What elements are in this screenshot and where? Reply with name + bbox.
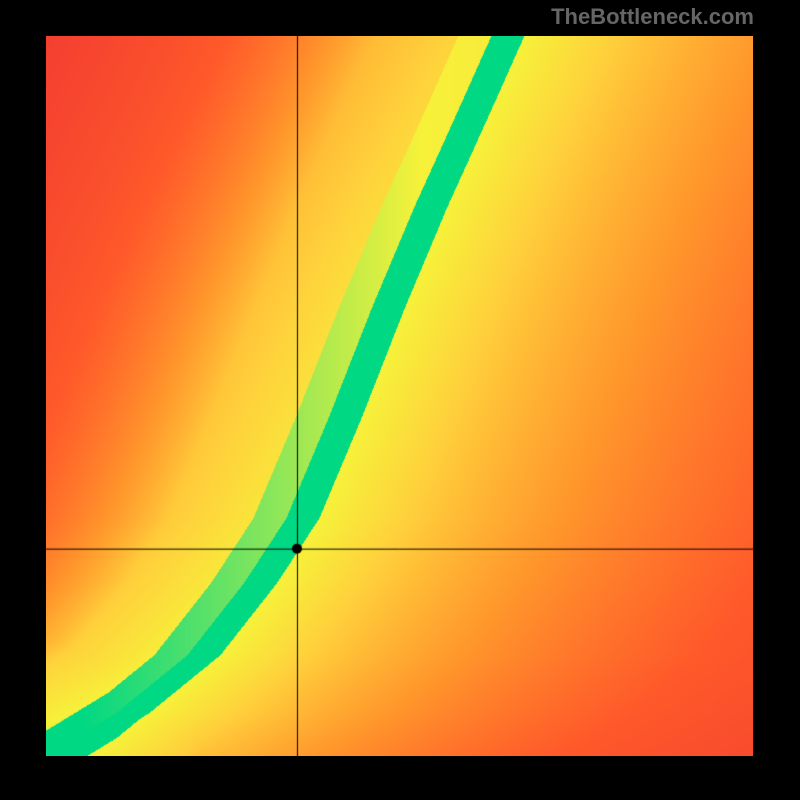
chart-container: TheBottleneck.com — [0, 0, 800, 800]
heatmap-plot — [46, 36, 753, 756]
attribution-text: TheBottleneck.com — [551, 4, 754, 30]
heatmap-canvas — [46, 36, 753, 756]
